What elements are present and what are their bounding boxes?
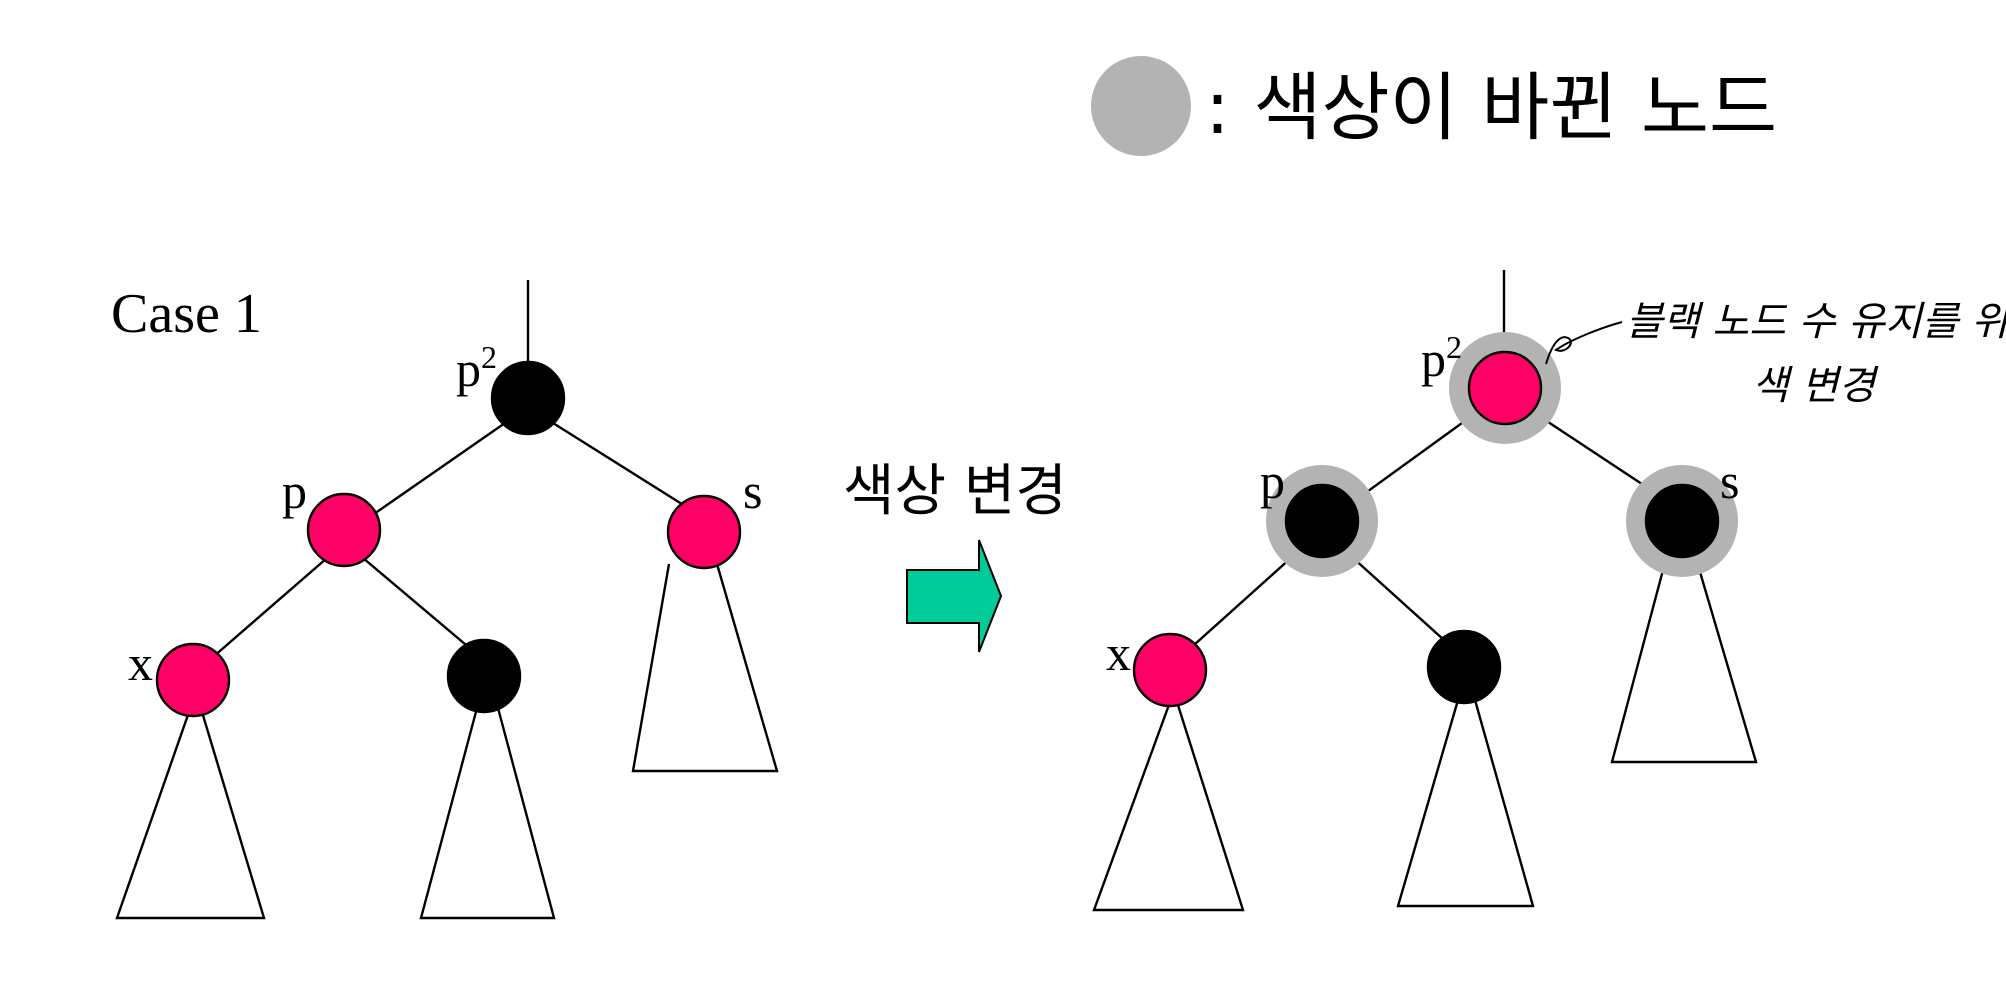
edge-p-x-after bbox=[1193, 547, 1303, 646]
label-p2-after: p2 bbox=[1421, 329, 1462, 387]
tree-after bbox=[1092, 270, 1758, 912]
annotation-line2: 색 변경 bbox=[1752, 363, 1879, 409]
label-x-before: x bbox=[128, 635, 153, 691]
label-s-before: s bbox=[743, 463, 762, 519]
edge-p-c-after bbox=[1341, 547, 1445, 641]
subtree-c-after bbox=[1396, 699, 1535, 908]
tree-before-labels: p2 p s x bbox=[128, 339, 762, 691]
node-p2-after bbox=[1467, 350, 1543, 426]
node-x-after bbox=[1132, 632, 1208, 708]
legend: : 색상이 바뀐 노드 bbox=[1091, 56, 1777, 156]
transition-arrow bbox=[906, 539, 1003, 653]
node-c-after bbox=[1426, 629, 1502, 705]
edge-p2-p bbox=[373, 422, 506, 515]
tree-after-labels: p2 p s x bbox=[1106, 329, 1739, 681]
subtree-s-after bbox=[1610, 554, 1758, 764]
label-x-after: x bbox=[1106, 625, 1131, 681]
label-p-before: p bbox=[282, 463, 307, 519]
annotation-leader bbox=[1545, 321, 1623, 365]
edge-p2-s bbox=[552, 421, 686, 508]
tree-after-nodes bbox=[1132, 350, 1720, 708]
subtree-x bbox=[115, 711, 266, 920]
node-p-after bbox=[1284, 483, 1360, 559]
annotation-line1: 블랙 노드 수 유지를 위해 bbox=[1626, 299, 2006, 345]
legend-text: : 색상이 바뀐 노드 bbox=[1205, 65, 1777, 151]
tree-before bbox=[115, 280, 779, 920]
label-p2-before: p2 bbox=[456, 339, 497, 397]
subtree-c bbox=[419, 707, 556, 920]
subtree-x-after bbox=[1092, 701, 1245, 912]
node-p2 bbox=[490, 360, 566, 436]
edge-p-c bbox=[362, 557, 473, 651]
edge-p-x bbox=[212, 557, 328, 658]
arrow-label: 색상 변경 bbox=[843, 459, 1067, 524]
node-s-after bbox=[1644, 483, 1720, 559]
node-x bbox=[155, 642, 231, 718]
edge-p2-s-after bbox=[1529, 408, 1661, 498]
label-p-after: p bbox=[1260, 453, 1285, 509]
node-s bbox=[666, 494, 742, 570]
node-p bbox=[306, 492, 382, 568]
node-c bbox=[446, 638, 522, 714]
subtree-s bbox=[631, 563, 779, 773]
case-title: Case 1 bbox=[111, 283, 262, 345]
label-s-after: s bbox=[1720, 453, 1739, 509]
legend-marker bbox=[1091, 56, 1191, 156]
edge-p2-p-after bbox=[1352, 409, 1481, 503]
